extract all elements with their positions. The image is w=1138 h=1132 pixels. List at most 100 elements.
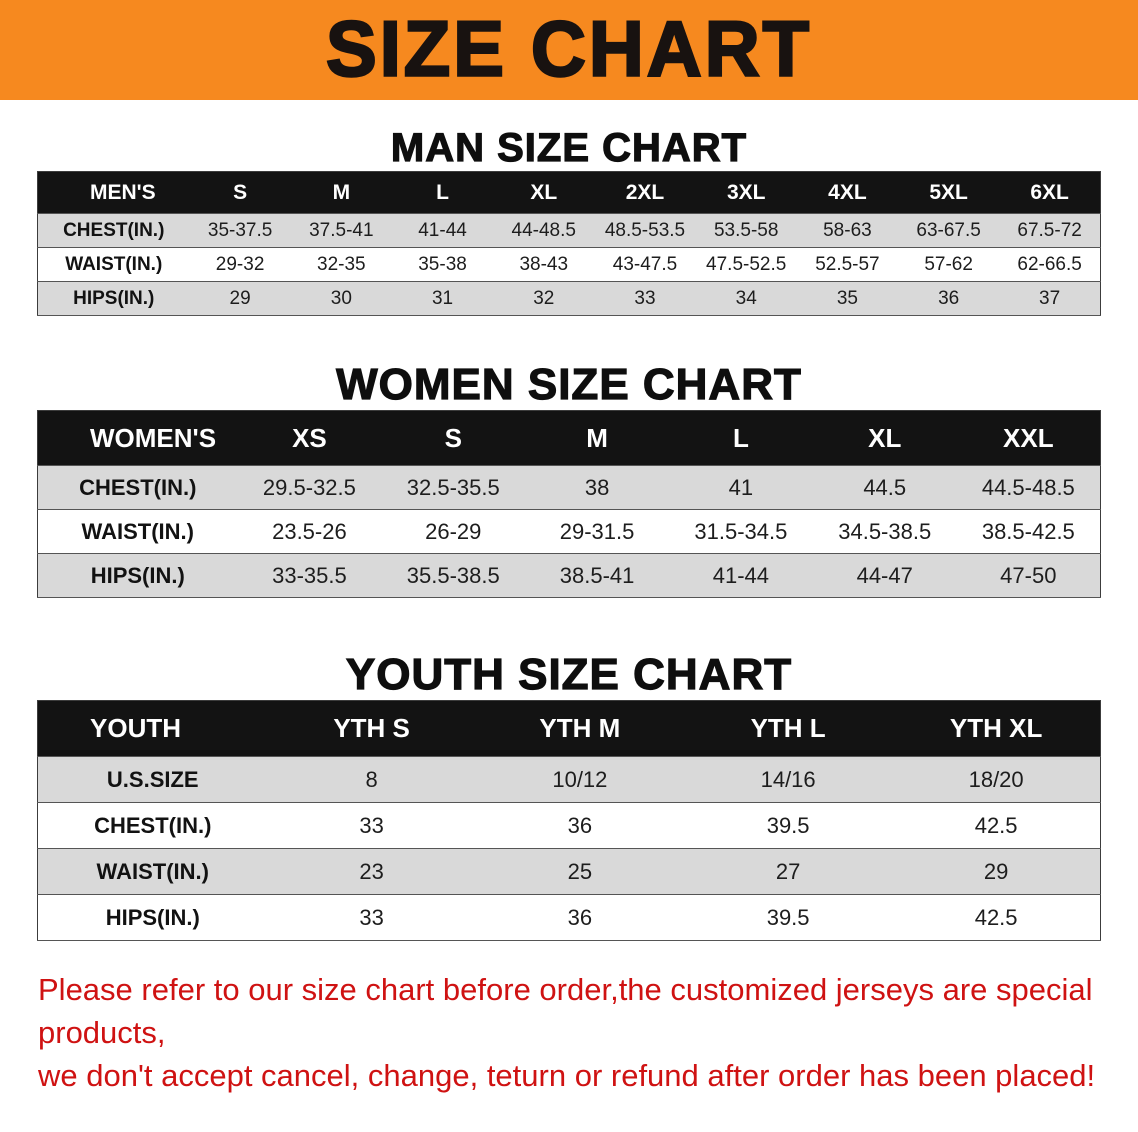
row-label: U.S.SIZE [37, 756, 268, 803]
women-section-title: WOMEN SIZE CHART [336, 359, 802, 409]
men-header-row: MEN'S S M L XL 2XL 3XL 4XL 5XL 6XL [37, 171, 1101, 214]
size-cell: 36 [475, 802, 684, 849]
order-policy-note-line1: Please refer to our size chart before or… [38, 972, 1093, 1050]
size-cell: 35-38 [391, 247, 494, 282]
size-cell: 41-44 [668, 553, 813, 598]
size-cell: 35-37.5 [189, 213, 291, 248]
table-row: HIPS(IN.) 29 30 31 32 33 34 35 36 37 [37, 281, 1101, 316]
size-cell: 29-31.5 [525, 509, 669, 554]
table-row: CHEST(IN.) 33 36 39.5 42.5 [37, 802, 1101, 849]
size-cell: 32-35 [290, 247, 392, 282]
size-cell: 32.5-35.5 [381, 465, 526, 510]
banner-title: SIZE CHART [325, 6, 812, 93]
column-header: XL [493, 171, 595, 214]
men-section-title: MAN SIZE CHART [390, 125, 748, 170]
size-cell: 8 [267, 756, 476, 803]
row-label: CHEST(IN.) [37, 213, 190, 248]
size-cell: 29 [892, 848, 1101, 895]
size-cell: 44.5-48.5 [956, 465, 1101, 510]
size-cell: 37 [999, 281, 1101, 316]
size-cell: 23.5-26 [237, 509, 382, 554]
size-cell: 58-63 [796, 213, 899, 248]
size-cell: 39.5 [684, 894, 893, 941]
row-label: WAIST(IN.) [37, 247, 190, 282]
size-cell: 29 [189, 281, 291, 316]
size-cell: 44-48.5 [493, 213, 595, 248]
women-header-row: WOMEN'S XS S M L XL XXL [37, 410, 1101, 466]
column-header: YTH S [267, 700, 476, 757]
order-policy-note: Please refer to our size chart before or… [0, 969, 1138, 1097]
size-cell: 41-44 [391, 213, 494, 248]
column-header: YTH M [475, 700, 684, 757]
size-cell: 35.5-38.5 [381, 553, 526, 598]
column-header: L [391, 171, 494, 214]
size-cell: 42.5 [892, 802, 1101, 849]
size-cell: 36 [475, 894, 684, 941]
size-cell: 63-67.5 [898, 213, 1000, 248]
youth-section: YOUTH SIZE CHART YOUTH YTH S YTH M YTH L… [0, 649, 1138, 941]
row-label: HIPS(IN.) [37, 894, 268, 941]
table-row: WAIST(IN.) 23.5-26 26-29 29-31.5 31.5-34… [37, 509, 1101, 554]
column-header: S [189, 171, 291, 214]
table-row: CHEST(IN.) 29.5-32.5 32.5-35.5 38 41 44.… [37, 465, 1101, 510]
size-cell: 34.5-38.5 [812, 509, 957, 554]
size-cell: 37.5-41 [290, 213, 392, 248]
size-cell: 39.5 [684, 802, 893, 849]
size-cell: 44.5 [812, 465, 957, 510]
table-row: WAIST(IN.) 29-32 32-35 35-38 38-43 43-47… [37, 247, 1101, 282]
size-cell: 42.5 [892, 894, 1101, 941]
size-chart-banner: SIZE CHART [0, 0, 1138, 100]
row-label: CHEST(IN.) [37, 465, 238, 510]
column-header: XL [812, 410, 957, 466]
column-header: 6XL [999, 171, 1101, 214]
size-cell: 33-35.5 [237, 553, 382, 598]
column-header: YTH L [684, 700, 893, 757]
size-cell: 18/20 [892, 756, 1101, 803]
size-cell: 47-50 [956, 553, 1101, 598]
column-header: 2XL [594, 171, 696, 214]
size-cell: 26-29 [381, 509, 526, 554]
row-label: HIPS(IN.) [37, 553, 238, 598]
men-size-table: MEN'S S M L XL 2XL 3XL 4XL 5XL 6XL CHEST… [37, 171, 1101, 316]
column-header: S [381, 410, 526, 466]
size-cell: 44-47 [812, 553, 957, 598]
size-cell: 38 [525, 465, 669, 510]
women-section: WOMEN SIZE CHART WOMEN'S XS S M L XL XXL… [0, 359, 1138, 598]
column-header: M [290, 171, 392, 214]
size-cell: 35 [796, 281, 899, 316]
column-header: L [668, 410, 813, 466]
row-label: WAIST(IN.) [37, 509, 238, 554]
size-cell: 33 [594, 281, 696, 316]
youth-header-row: YOUTH YTH S YTH M YTH L YTH XL [37, 700, 1101, 757]
youth-corner-label: YOUTH [37, 700, 268, 757]
size-cell: 43-47.5 [594, 247, 696, 282]
size-cell: 38.5-41 [525, 553, 669, 598]
row-label: CHEST(IN.) [37, 802, 268, 849]
row-label: HIPS(IN.) [37, 281, 190, 316]
table-row: U.S.SIZE 8 10/12 14/16 18/20 [37, 756, 1101, 803]
size-cell: 41 [668, 465, 813, 510]
size-cell: 25 [475, 848, 684, 895]
table-row: HIPS(IN.) 33 36 39.5 42.5 [37, 894, 1101, 941]
column-header: 3XL [695, 171, 797, 214]
size-cell: 27 [684, 848, 893, 895]
size-cell: 31 [391, 281, 494, 316]
size-cell: 47.5-52.5 [695, 247, 797, 282]
youth-size-table: YOUTH YTH S YTH M YTH L YTH XL U.S.SIZE … [37, 700, 1101, 941]
size-cell: 14/16 [684, 756, 893, 803]
table-row: WAIST(IN.) 23 25 27 29 [37, 848, 1101, 895]
size-cell: 29-32 [189, 247, 291, 282]
size-cell: 62-66.5 [999, 247, 1101, 282]
table-row: CHEST(IN.) 35-37.5 37.5-41 41-44 44-48.5… [37, 213, 1101, 248]
women-corner-label: WOMEN'S [37, 410, 238, 466]
size-cell: 10/12 [475, 756, 684, 803]
column-header: XXL [956, 410, 1101, 466]
column-header: 4XL [796, 171, 899, 214]
column-header: 5XL [898, 171, 1000, 214]
row-label: WAIST(IN.) [37, 848, 268, 895]
women-size-table: WOMEN'S XS S M L XL XXL CHEST(IN.) 29.5-… [37, 410, 1101, 598]
column-header: XS [237, 410, 382, 466]
size-cell: 23 [267, 848, 476, 895]
size-cell: 36 [898, 281, 1000, 316]
